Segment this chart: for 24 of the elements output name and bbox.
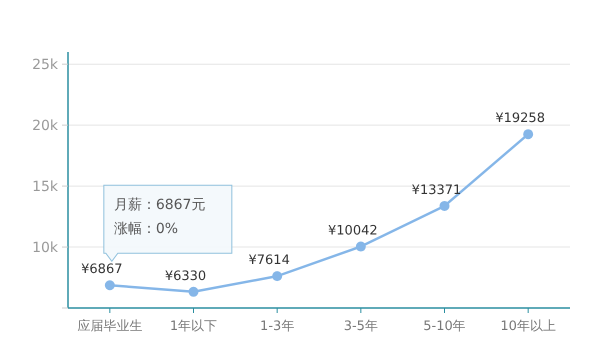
y-tick-label: 25k — [32, 57, 59, 74]
x-tick-label: 应届毕业生 — [77, 318, 142, 334]
data-label: ¥6330 — [164, 268, 206, 284]
annotation: 月薪：6867元 — [114, 197, 206, 214]
point — [188, 286, 198, 297]
point — [356, 242, 366, 252]
point — [104, 280, 115, 290]
x-tick-label: 10年以上 — [500, 319, 556, 334]
point — [523, 129, 534, 140]
data-label: ¥7614 — [248, 253, 290, 268]
x-tick-label: 5-10年 — [423, 319, 466, 334]
y-tick-label: 15k — [32, 179, 59, 196]
annotation: 涨幅：0% — [114, 221, 178, 238]
x-tick-label: 1-3年 — [260, 319, 294, 334]
data-label: ¥13371 — [412, 182, 462, 198]
point — [272, 271, 282, 282]
y-tick-label: 10k — [32, 240, 59, 256]
y-tick-label: 20k — [32, 118, 59, 134]
data-label: ¥6867 — [81, 262, 123, 278]
data-label: ¥19258 — [495, 111, 545, 126]
data-label: ¥10042 — [328, 224, 378, 239]
x-tick-label: 1年以下 — [170, 319, 218, 334]
x-tick-label: 3-5年 — [344, 319, 378, 334]
point — [440, 200, 450, 211]
